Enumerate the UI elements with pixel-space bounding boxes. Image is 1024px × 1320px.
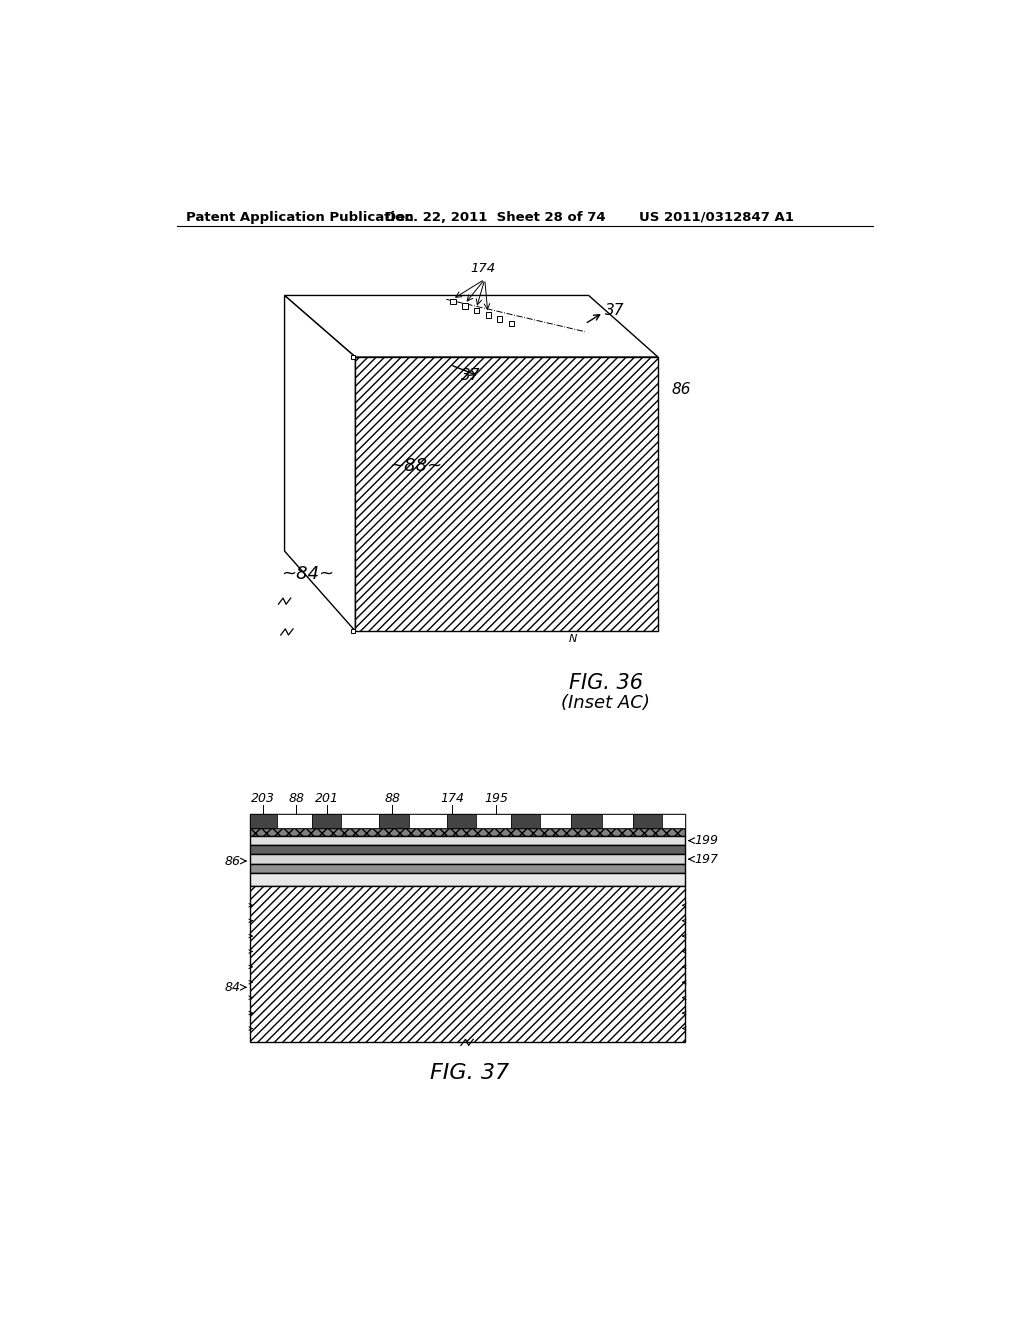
Bar bbox=[250, 863, 685, 873]
Polygon shape bbox=[285, 296, 658, 358]
Bar bbox=[451, 298, 456, 304]
Text: 86: 86 bbox=[671, 381, 690, 397]
Bar bbox=[341, 814, 379, 829]
Bar bbox=[409, 814, 447, 829]
Bar bbox=[250, 836, 685, 845]
Bar bbox=[351, 628, 355, 634]
Bar bbox=[351, 355, 355, 359]
Text: 199: 199 bbox=[694, 834, 718, 847]
Bar bbox=[474, 308, 479, 313]
Text: 203: 203 bbox=[251, 792, 275, 805]
Text: Dec. 22, 2011  Sheet 28 of 74: Dec. 22, 2011 Sheet 28 of 74 bbox=[385, 211, 605, 224]
Bar bbox=[511, 814, 541, 829]
Text: 174: 174 bbox=[470, 263, 495, 276]
Bar bbox=[509, 321, 514, 326]
Bar bbox=[463, 304, 468, 309]
Bar bbox=[485, 313, 490, 318]
Text: (Inset AC): (Inset AC) bbox=[561, 694, 650, 713]
Text: FIG. 37: FIG. 37 bbox=[430, 1063, 509, 1084]
Text: FIG. 36: FIG. 36 bbox=[568, 673, 643, 693]
Bar bbox=[476, 814, 511, 829]
Bar bbox=[541, 814, 571, 829]
Bar bbox=[276, 814, 311, 829]
Text: N: N bbox=[569, 635, 578, 644]
Text: 37: 37 bbox=[605, 302, 625, 318]
Bar bbox=[250, 814, 685, 829]
Text: ~88~: ~88~ bbox=[389, 458, 442, 475]
Bar bbox=[250, 814, 276, 829]
Polygon shape bbox=[355, 358, 658, 631]
Bar bbox=[662, 814, 685, 829]
Bar bbox=[250, 829, 685, 836]
Text: US 2011/0312847 A1: US 2011/0312847 A1 bbox=[639, 211, 794, 224]
Text: 195: 195 bbox=[484, 792, 508, 805]
Bar bbox=[497, 317, 503, 322]
Bar bbox=[602, 814, 633, 829]
Text: 201: 201 bbox=[315, 792, 339, 805]
Bar bbox=[447, 814, 476, 829]
Bar bbox=[311, 814, 341, 829]
Bar bbox=[571, 814, 602, 829]
Bar bbox=[250, 886, 685, 1043]
Text: 197: 197 bbox=[694, 853, 718, 866]
Text: 37: 37 bbox=[462, 368, 481, 383]
Text: 84: 84 bbox=[224, 981, 241, 994]
Text: Patent Application Publication: Patent Application Publication bbox=[186, 211, 414, 224]
Text: 86: 86 bbox=[224, 854, 241, 867]
Bar bbox=[250, 845, 685, 854]
Text: 88: 88 bbox=[384, 792, 400, 805]
Bar bbox=[633, 814, 662, 829]
Text: 174: 174 bbox=[440, 792, 465, 805]
Text: 88: 88 bbox=[288, 792, 304, 805]
Bar bbox=[250, 854, 685, 863]
Polygon shape bbox=[285, 296, 355, 631]
Bar bbox=[379, 814, 409, 829]
Text: ~84~: ~84~ bbox=[281, 565, 334, 583]
Bar bbox=[250, 873, 685, 886]
